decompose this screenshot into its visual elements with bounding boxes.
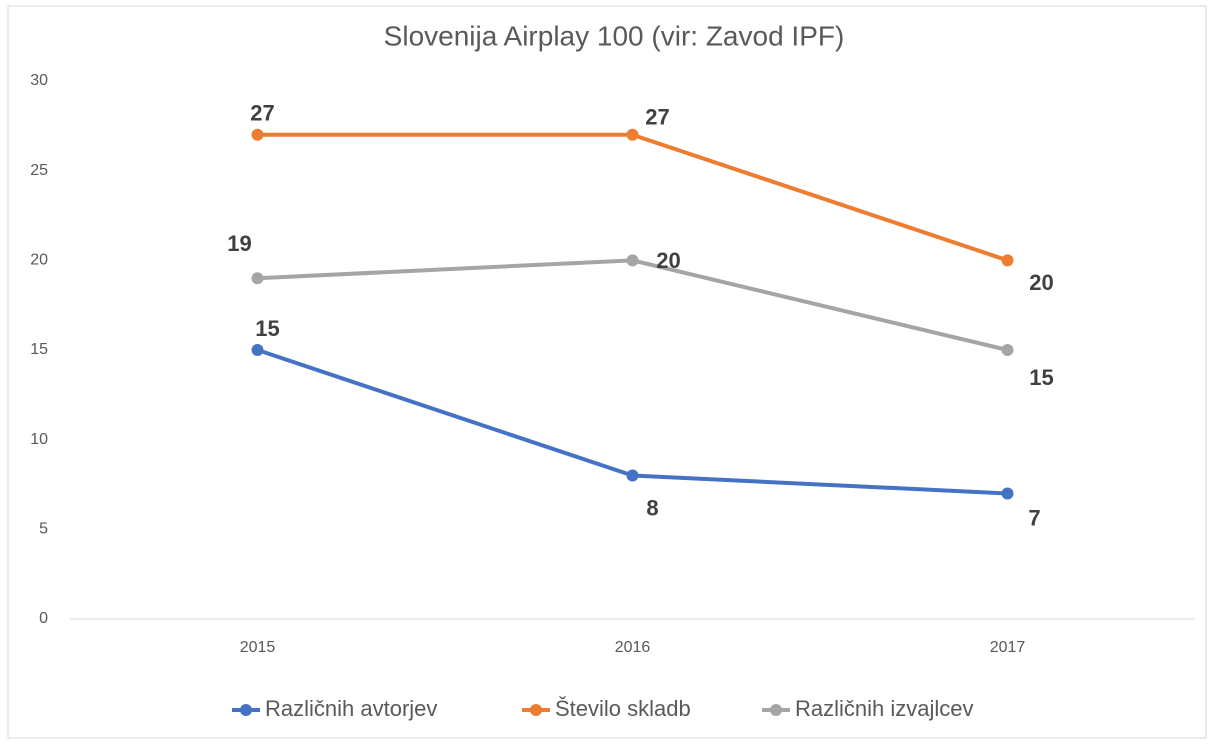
point xyxy=(1001,487,1014,500)
data-label: 20 xyxy=(656,248,680,273)
y-tick-label: 5 xyxy=(39,521,48,538)
point xyxy=(251,272,264,285)
point xyxy=(626,128,639,141)
data-label: 15 xyxy=(1029,365,1053,390)
point xyxy=(626,469,639,482)
y-tick-label: 20 xyxy=(30,252,48,269)
x-tick-label: 2016 xyxy=(615,639,651,656)
legend-marker xyxy=(240,704,252,716)
point xyxy=(251,128,264,141)
data-label: 20 xyxy=(1029,270,1053,295)
point xyxy=(1001,344,1014,356)
y-tick-label: 15 xyxy=(30,341,48,358)
y-tick-label: 30 xyxy=(30,72,48,89)
chart-border xyxy=(7,5,1207,739)
data-label: 8 xyxy=(646,495,658,520)
legend-label: Število skladb xyxy=(555,696,691,721)
data-label: 7 xyxy=(1028,505,1040,530)
data-label: 27 xyxy=(250,101,274,126)
data-label: 15 xyxy=(255,316,279,341)
point xyxy=(251,344,264,356)
x-tick-label: 2017 xyxy=(990,639,1026,656)
legend-label: Različnih izvajlcev xyxy=(795,696,974,721)
legend-label: Različnih avtorjev xyxy=(265,696,437,721)
y-tick-label: 25 xyxy=(30,162,48,179)
data-label: 19 xyxy=(227,231,251,256)
point xyxy=(1001,254,1014,267)
point xyxy=(626,254,639,267)
y-tick-label: 10 xyxy=(30,431,48,448)
x-tick-label: 2015 xyxy=(240,639,276,656)
y-tick-label: 0 xyxy=(39,610,48,627)
data-label: 27 xyxy=(645,105,669,130)
legend-marker xyxy=(770,704,782,716)
chart-title: Slovenija Airplay 100 (vir: Zavod IPF) xyxy=(384,20,845,51)
legend-marker xyxy=(530,704,542,716)
